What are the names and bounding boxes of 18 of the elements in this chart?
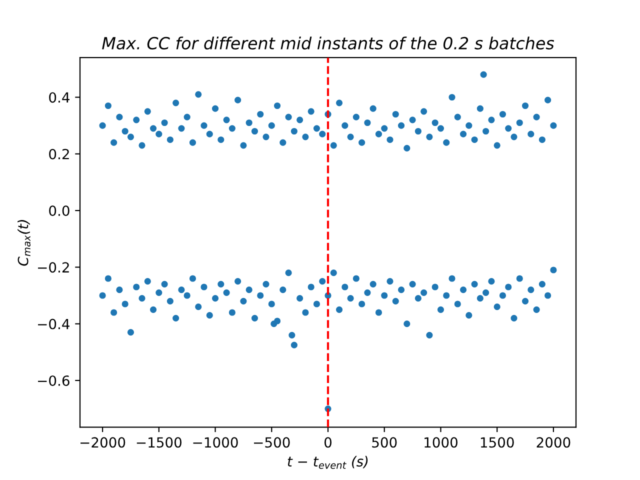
x-tick-label: −500 [254, 437, 290, 448]
y-tick-label: −0.2 [38, 262, 69, 273]
x-tick-label: −1000 [193, 437, 238, 448]
y-axis-title: C$_{max}$(t) [18, 220, 31, 266]
x-tick-label: 2000 [536, 437, 570, 448]
x-tick-label: 500 [372, 437, 397, 448]
x-tick-label: −2000 [80, 437, 126, 448]
x-tick-label: 0 [324, 437, 332, 448]
y-tick-label: 0.0 [49, 206, 70, 216]
y-tick-label: −0.6 [38, 375, 70, 386]
y-tick-label: −0.4 [38, 318, 70, 330]
x-axis-title: t − t$_{event}$ (s) [288, 456, 368, 469]
y-tick-label: 0.2 [49, 148, 69, 160]
y-tick-label: 0.4 [49, 92, 70, 103]
x-tick-label: 1000 [424, 437, 458, 448]
chart-title: Max. CC for different mid instants of the 0.2 s batches [102, 36, 554, 50]
x-tick-label: −1500 [136, 437, 182, 448]
x-tick-label: 1500 [480, 437, 514, 448]
